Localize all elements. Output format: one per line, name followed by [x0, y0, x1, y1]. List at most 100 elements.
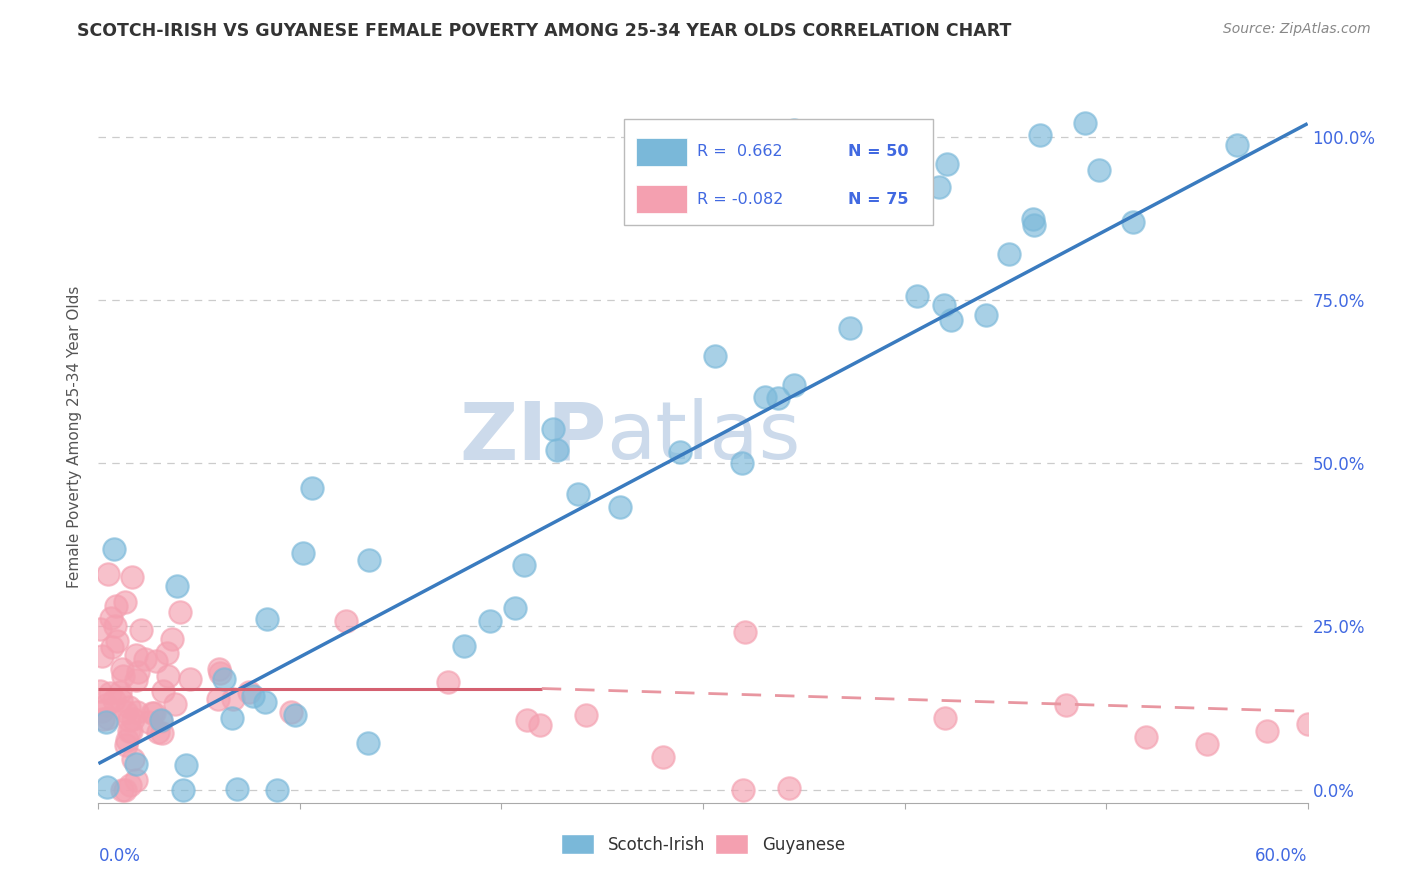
Point [163, 697, 186, 711]
Point [125, 648, 148, 662]
Point [122, 752, 145, 766]
Point [125, 673, 148, 688]
Point [1088, 163, 1111, 178]
Point [208, 662, 231, 676]
Point [651, 750, 673, 764]
Point [357, 736, 380, 750]
Point [110, 692, 132, 706]
Point [114, 782, 136, 797]
Point [127, 705, 149, 719]
Point [176, 758, 198, 772]
Point [437, 674, 460, 689]
Point [997, 246, 1019, 260]
Point [208, 665, 231, 680]
Text: ZIP: ZIP [458, 398, 606, 476]
Point [150, 713, 173, 727]
Point [120, 778, 142, 792]
Point [149, 714, 172, 728]
Point [134, 652, 156, 666]
Point [335, 614, 357, 628]
Point [359, 552, 381, 566]
Point [516, 713, 538, 727]
Point [932, 298, 955, 312]
Point [179, 672, 201, 686]
Point [148, 724, 170, 739]
Point [89, 684, 111, 698]
Point [974, 308, 997, 322]
Point [778, 781, 800, 796]
Point [98, 686, 121, 700]
Point [301, 481, 323, 495]
Point [97, 711, 120, 725]
Point [152, 684, 174, 698]
Point [125, 772, 148, 787]
Point [291, 546, 314, 560]
Point [479, 614, 502, 628]
Legend: Scotch-Irish, Guyanese: Scotch-Irish, Guyanese [554, 828, 852, 860]
Point [96, 780, 118, 794]
Point [157, 669, 180, 683]
Point [905, 289, 928, 303]
Point [609, 500, 631, 514]
Point [155, 646, 177, 660]
Point [104, 599, 127, 613]
Text: 60.0%: 60.0% [1256, 847, 1308, 864]
Point [90, 649, 112, 664]
Point [91, 712, 114, 726]
FancyBboxPatch shape [637, 186, 688, 213]
Text: N = 50: N = 50 [848, 145, 908, 160]
Point [160, 632, 183, 647]
Point [1024, 218, 1046, 232]
Point [529, 718, 551, 732]
Point [89, 622, 111, 636]
Point [1195, 737, 1218, 751]
Point [169, 605, 191, 619]
Point [253, 695, 276, 709]
Point [111, 669, 134, 683]
Text: atlas: atlas [606, 398, 800, 476]
Point [115, 738, 138, 752]
Point [172, 782, 194, 797]
Point [939, 313, 962, 327]
Point [120, 724, 142, 739]
FancyBboxPatch shape [624, 119, 932, 225]
Point [115, 706, 138, 720]
Point [117, 733, 139, 747]
Point [111, 782, 134, 797]
Point [111, 662, 134, 676]
Point [669, 445, 692, 459]
Point [114, 595, 136, 609]
Text: N = 75: N = 75 [848, 192, 908, 207]
Point [280, 705, 302, 719]
Point [145, 654, 167, 668]
Point [100, 611, 122, 625]
Point [166, 579, 188, 593]
Point [221, 711, 243, 725]
Y-axis label: Female Poverty Among 25-34 Year Olds: Female Poverty Among 25-34 Year Olds [67, 286, 83, 588]
Point [222, 692, 245, 706]
Point [541, 421, 564, 435]
FancyBboxPatch shape [637, 138, 688, 166]
Point [1054, 698, 1077, 712]
Point [839, 321, 862, 335]
Point [546, 443, 568, 458]
Point [567, 487, 589, 501]
Point [734, 625, 756, 640]
Text: R =  0.662: R = 0.662 [697, 145, 783, 160]
Point [503, 601, 526, 615]
Point [783, 377, 806, 392]
Point [1296, 717, 1319, 731]
Point [1122, 215, 1144, 229]
Point [266, 782, 288, 797]
Point [730, 456, 752, 470]
Point [94, 715, 117, 730]
Point [118, 713, 141, 727]
Point [575, 707, 598, 722]
Point [733, 782, 755, 797]
Point [121, 570, 143, 584]
Point [100, 640, 122, 654]
Point [94, 698, 117, 712]
Point [138, 715, 160, 730]
Point [110, 685, 132, 699]
Point [97, 567, 120, 582]
